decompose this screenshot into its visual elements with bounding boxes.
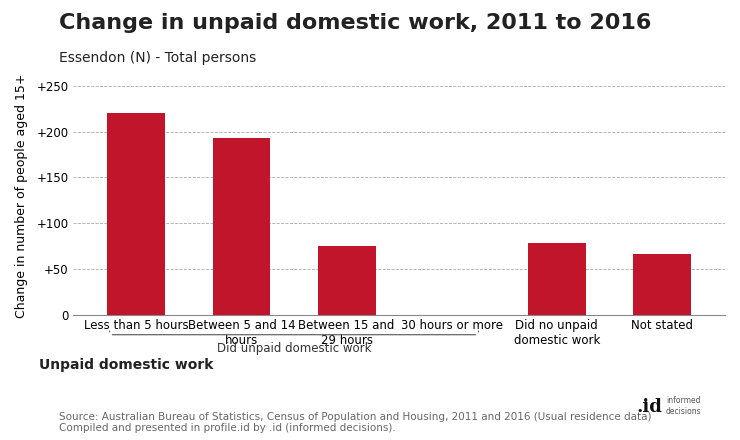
Text: Essendon (N) - Total persons: Essendon (N) - Total persons (59, 51, 257, 65)
Text: informed
decisions: informed decisions (666, 396, 702, 416)
Text: .id: .id (636, 398, 662, 416)
Text: Unpaid domestic work: Unpaid domestic work (38, 358, 213, 371)
Text: Did unpaid domestic work: Did unpaid domestic work (217, 342, 371, 355)
Bar (633, 254, 691, 315)
Text: Change in unpaid domestic work, 2011 to 2016: Change in unpaid domestic work, 2011 to … (59, 13, 652, 33)
Text: Source: Australian Bureau of Statistics, Census of Population and Housing, 2011 : Source: Australian Bureau of Statistics,… (59, 412, 652, 433)
Bar (317, 246, 375, 315)
Bar (528, 243, 586, 315)
Bar (107, 113, 165, 315)
Bar (212, 138, 270, 315)
Y-axis label: Change in number of people aged 15+: Change in number of people aged 15+ (15, 73, 28, 318)
